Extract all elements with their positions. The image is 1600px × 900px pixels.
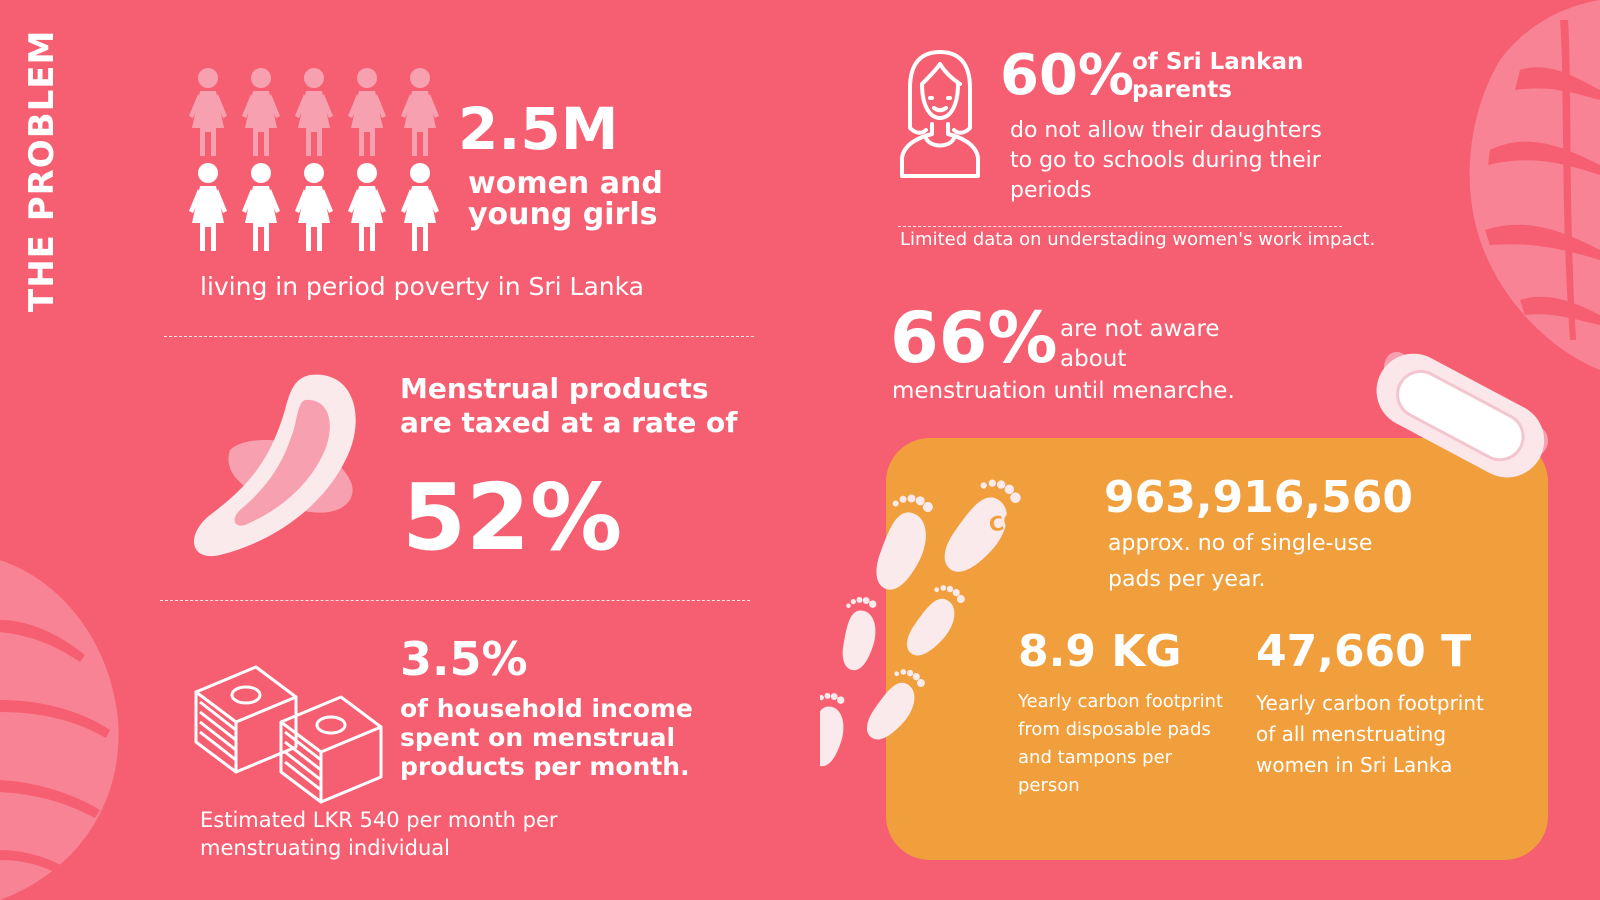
tax-rate: 52% [402, 464, 623, 571]
income-percent: 3.5% [400, 632, 528, 686]
per-person-footprint: 8.9 KG [1018, 626, 1182, 677]
awareness-label: are not aware about [1060, 316, 1220, 372]
co2-footprint-icon: CO 2 [820, 471, 1027, 768]
money-stack-icon [194, 665, 383, 804]
sanitary-pad-icon [193, 374, 356, 557]
per-person-description: Yearly carbon footprint from disposable … [1018, 691, 1224, 796]
total-footprint: 47,660 T [1256, 626, 1472, 677]
leaf-decoration-left [0, 560, 119, 900]
divider [898, 226, 1342, 227]
pads-count: 963,916,560 [1104, 472, 1413, 523]
girl-icon [900, 50, 980, 178]
parents-label: of Sri Lankan parents [1132, 49, 1304, 103]
total-footprint-description: Yearly carbon footprint of all menstruat… [1256, 691, 1484, 777]
income-note: Estimated LKR 540 per month per menstrua… [200, 808, 558, 860]
leaf-decoration-right [1469, 0, 1600, 370]
parents-description: do not allow their daughters to go to sc… [1010, 118, 1322, 203]
data-note: Limited data on understading women's wor… [900, 229, 1376, 250]
parents-percent: 60% [1000, 43, 1135, 108]
sanitary-pad-icon [1376, 351, 1549, 478]
svg-text:2: 2 [1017, 516, 1027, 530]
women-caption: living in period poverty in Sri Lanka [200, 272, 645, 301]
section-title: THE PROBLEM [22, 29, 62, 312]
income-label: of household income spent on menstrual p… [400, 694, 693, 781]
pads-description: approx. no of single-use pads per year. [1108, 531, 1373, 592]
svg-text:CO: CO [987, 508, 1022, 537]
tax-label: Menstrual products are taxed at a rate o… [400, 372, 738, 439]
divider [164, 336, 754, 337]
women-count: 2.5M [458, 95, 619, 163]
awareness-description: menstruation until menarche. [892, 378, 1235, 404]
awareness-percent: 66% [890, 297, 1058, 379]
divider [160, 600, 750, 601]
women-group-icon [189, 68, 439, 251]
women-label: women and young girls [468, 166, 663, 232]
